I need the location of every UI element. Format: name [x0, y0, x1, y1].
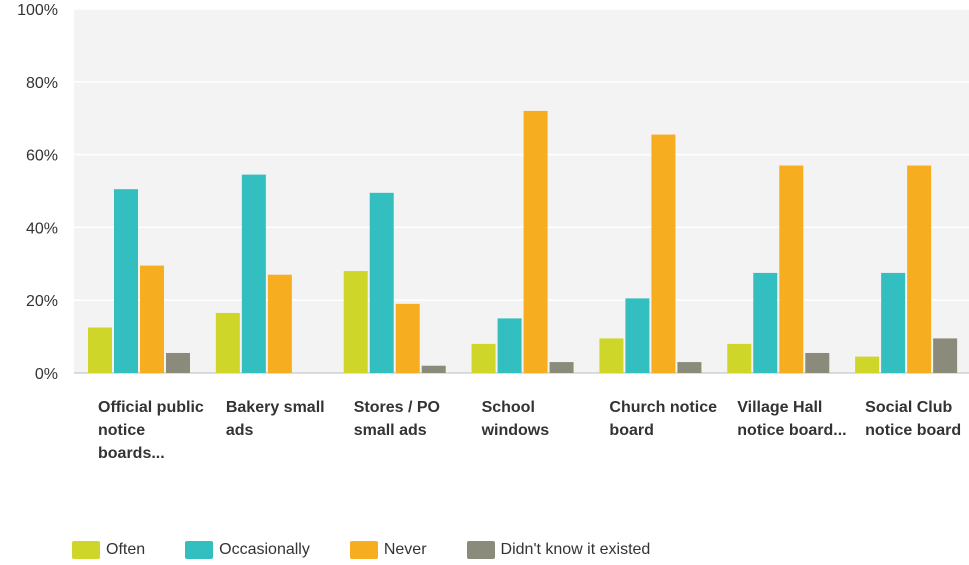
legend-label: Occasionally	[219, 541, 310, 558]
bar-often-0	[88, 327, 112, 373]
y-tick-label: 100%	[17, 2, 58, 19]
legend-swatch	[466, 541, 495, 559]
legend-label: Didn't know it existed	[500, 541, 651, 558]
legend-item: Never	[349, 541, 427, 559]
x-category-label: Village Hall notice board...	[737, 399, 847, 439]
bar-never-5	[779, 165, 804, 373]
legend-label: Often	[106, 541, 146, 558]
y-tick-label: 40%	[26, 220, 58, 237]
bar-often-4	[599, 338, 624, 373]
bar-didn-t-know-it-existed-6	[933, 338, 958, 373]
legend-swatch	[349, 541, 378, 559]
bar-often-5	[727, 343, 752, 373]
x-category-label: Social Club notice board	[865, 399, 962, 439]
y-tick-label: 20%	[26, 293, 58, 310]
bar-occasionally-0	[114, 189, 138, 373]
y-tick-label: 0%	[35, 366, 58, 383]
bar-occasionally-5	[753, 272, 778, 373]
plot-area	[74, 9, 969, 373]
bar-didn-t-know-it-existed-5	[805, 352, 830, 373]
x-category-label: Stores / PO small ads	[353, 399, 440, 439]
legend-label: Never	[383, 541, 427, 558]
bar-often-2	[343, 271, 368, 373]
bar-often-6	[855, 356, 880, 373]
bar-occasionally-6	[881, 272, 906, 373]
bar-didn-t-know-it-existed-0	[166, 352, 190, 373]
bar-didn-t-know-it-existed-4	[677, 362, 702, 373]
x-category-label: Bakery small ads	[225, 399, 325, 439]
bar-often-1	[215, 312, 240, 373]
legend: Often Occasionally Never Didn't know it exi…	[72, 541, 690, 559]
bar-occasionally-2	[369, 192, 394, 373]
bar-didn-t-know-it-existed-3	[549, 362, 574, 373]
x-category-label: School windows	[481, 399, 550, 439]
bar-occasionally-4	[625, 298, 650, 373]
legend-swatch	[185, 541, 214, 559]
bar-never-1	[267, 274, 292, 373]
bar-occasionally-3	[497, 318, 522, 373]
bar-didn-t-know-it-existed-2	[421, 365, 446, 373]
bar-never-0	[140, 265, 164, 373]
bar-often-3	[471, 343, 496, 373]
legend-item: Occasionally	[185, 541, 310, 559]
bar-never-3	[523, 110, 548, 374]
legend-item: Often	[72, 541, 145, 559]
y-tick-label: 80%	[26, 75, 58, 92]
bar-never-6	[907, 165, 932, 373]
x-category-label: Church notice board	[609, 399, 717, 439]
bar-occasionally-1	[241, 174, 266, 373]
y-tick-label: 60%	[26, 148, 58, 165]
x-category-label: Official public notice boards...	[98, 399, 204, 462]
legend-swatch	[72, 541, 100, 559]
bar-never-4	[651, 134, 676, 373]
legend-item: Didn't know it existed	[466, 541, 651, 559]
bar-never-2	[395, 303, 420, 373]
